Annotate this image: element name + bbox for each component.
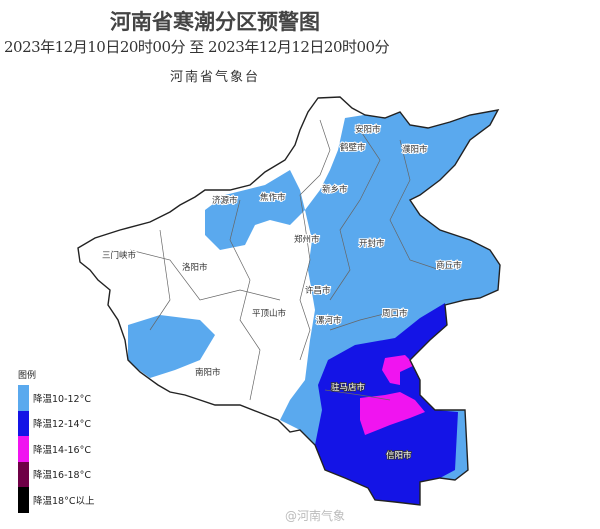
issuing-agency: 河南省气象台 [169, 70, 260, 85]
legend-label: 降温16-18°C [33, 470, 91, 482]
city-label-shangqiu: 商丘市 [436, 260, 462, 271]
valid-period: 2023年12月10日20时00分 至 2023年12月12日20时00分 [4, 38, 390, 56]
legend-item: 降温16-18°C [18, 461, 94, 487]
legend-item: 降温10-12°C [18, 385, 94, 411]
legend-label: 降温18°C以上 [33, 495, 95, 507]
legend-item: 降温14-16°C [18, 436, 94, 462]
watermark: @河南气象 [285, 509, 346, 523]
legend-swatch [18, 410, 29, 436]
city-label-xinyang: 信阳市 [386, 450, 412, 461]
city-label-jiyuan: 济源市 [212, 195, 238, 206]
city-label-nanyang: 南阳市 [195, 367, 221, 378]
map-title: 河南省寒潮分区预警图 [110, 10, 320, 34]
province-border [77, 96, 501, 506]
city-label-zhoukou: 周口市 [382, 308, 408, 319]
legend-swatch [18, 385, 29, 411]
zone-10-12-west [128, 315, 215, 378]
city-label-anyang: 安阳市 [355, 124, 381, 135]
legend-swatch [18, 487, 29, 513]
city-label-puyang: 濮阳市 [402, 144, 428, 155]
city-label-kaifeng: 开封市 [359, 238, 385, 249]
legend-label: 降温12-14°C [33, 419, 91, 431]
zone-14-16-north [382, 355, 415, 385]
zone-14-16-south [360, 392, 425, 435]
city-boundaries [129, 119, 441, 401]
city-label-pingdingshan: 平顶山市 [252, 308, 287, 319]
zone-10-12-jiaozuo [205, 170, 305, 250]
legend-label: 降温14-16°C [33, 444, 91, 456]
city-label-luohe: 漯河市 [316, 315, 342, 326]
legend-swatch [18, 461, 29, 487]
city-label-luoyang: 洛阳市 [182, 262, 208, 273]
city-label-zhengzhou: 郑州市 [294, 234, 320, 245]
city-label-xinxiang: 新乡市 [322, 184, 348, 195]
city-label-sanmenxia: 三门峡市 [102, 250, 137, 261]
city-label-jiaozuo: 焦作市 [260, 192, 286, 203]
legend-item: 降温12-14°C [18, 410, 94, 436]
legend: 图例 降温10-12°C 降温12-14°C 降温14-16°C 降温16-18… [18, 368, 94, 513]
city-label-zhumadian: 驻马店市 [331, 382, 366, 393]
city-label-hebi: 鹤壁市 [340, 142, 366, 153]
legend-label: 降温10-12°C [33, 393, 91, 405]
legend-swatch [18, 436, 29, 462]
legend-title: 图例 [18, 371, 37, 381]
city-label-xuchang: 许昌市 [305, 285, 331, 296]
legend-item: 降温18°C以上 [18, 487, 94, 513]
